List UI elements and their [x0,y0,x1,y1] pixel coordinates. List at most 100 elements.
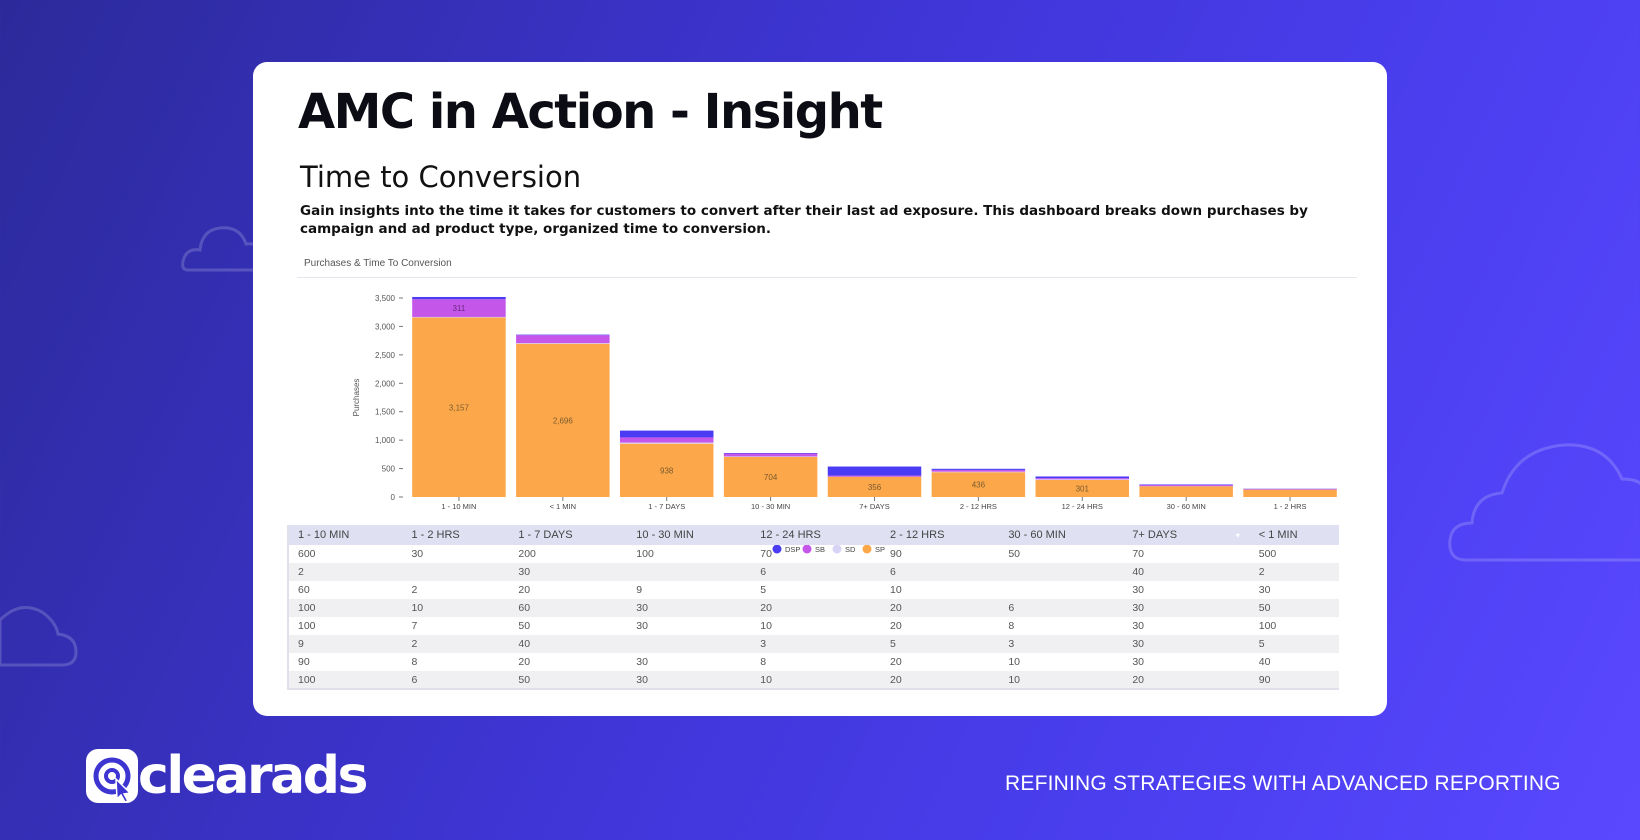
bar-sp [723,456,818,497]
table-row: 600 30 200 100 70 90 50 70 500 [288,545,1339,563]
bar-sp [931,472,1026,497]
cloud-icon [0,606,78,667]
bar-sb [827,475,922,477]
y-tick-label: 3,000 [375,322,396,331]
column-header[interactable]: 1 - 2 HRS [402,525,510,545]
page-title: AMC in Action - Insight [298,84,883,140]
column-header[interactable]: 1 - 7 DAYS [509,525,628,545]
legend-swatch-sp [862,544,872,554]
bar-sp [1243,489,1337,497]
table-cell: 20 [881,671,1000,690]
y-tick-label: 500 [382,465,396,474]
table-cell: 8 [1008,620,1015,632]
x-tick-label: 30 - 60 MIN [1167,502,1206,511]
column-header[interactable]: 30 - 60 MIN [999,525,1124,545]
table-cell: 60 [509,599,628,617]
x-tick-label: 1 - 7 DAYS [648,502,685,511]
cloud-icon [1448,443,1640,562]
bar-dsp [516,334,610,336]
bar-sp [412,317,506,497]
table-row: 90 8 20 30 8 20 10 30 40 [288,653,1339,671]
table-cell: 90 [890,548,902,560]
table-cell: 60 [298,584,310,596]
table-cell: 30 [1132,620,1144,632]
bar-sd [931,471,1026,473]
column-header[interactable]: 12 - 24 HRS [751,525,881,545]
table-cell: 40 [1258,656,1271,668]
column-header-label: < 1 MIN [1258,529,1298,541]
table-cell [627,635,752,653]
table-cell: 100 [298,620,316,632]
table-row: 9 2 40 3 5 3 30 5 [288,635,1339,653]
table-cell: 10 [402,599,510,617]
x-tick-label: 2 - 12 HRS [960,502,997,511]
table-cell: 2 [1249,563,1339,581]
legend-label: SP [875,545,885,554]
table-cell: 600 [298,548,316,560]
column-header[interactable]: 2 - 12 HRS [881,525,1000,545]
table-cell: 30 [636,656,648,668]
table-cell: 6 [999,599,1124,617]
data-table: 1 - 10 MIN 1 - 2 HRS 1 - 7 DAYS 10 - 30 MIN… [287,525,1339,690]
table-cell: 30 [1123,635,1250,653]
bar-sp [619,443,714,497]
column-header[interactable]: 1 - 10 MIN [288,525,403,545]
table-cell: 3 [751,635,881,653]
bar-sb [412,299,506,317]
x-tick-label: 1 - 10 MIN [441,502,476,511]
table-cell: 90 [1249,671,1339,690]
table-cell: 30 [509,563,628,581]
data-label: 2,696 [553,416,574,425]
data-label: 704 [764,473,778,482]
x-tick-label: 1 - 2 HRS [1274,502,1307,511]
legend-label: DSP [785,545,800,554]
table-cell: 5 [1249,635,1339,653]
x-tick-label: < 1 MIN [550,502,576,511]
y-tick-label: 3,500 [375,294,396,303]
table-cell: 50 [1249,599,1339,617]
bar-sb [516,335,610,344]
table-cell: 30 [627,671,752,690]
bar-sp [516,343,610,497]
table-cell: 8 [411,656,418,668]
table-cell: 20 [518,656,531,668]
y-tick-label: 1,000 [375,436,396,445]
table-cell: 10 [751,671,881,690]
table-cell: 9 [288,635,403,653]
table-cell: 10 [760,620,772,632]
data-label: 301 [1076,484,1090,493]
table-cell: 20 [751,599,881,617]
table-cell: 20 [518,584,531,596]
x-tick-label: 10 - 30 MIN [751,502,790,511]
table-cell: 20 [890,620,902,632]
bar-sd [619,442,714,444]
bar-sb [619,437,714,443]
table-cell: 30 [627,599,752,617]
bar-sb [931,469,1026,472]
table-cell: 30 [1123,599,1250,617]
data-label: 356 [868,483,882,492]
table-header-row: 1 - 10 MIN 1 - 2 HRS 1 - 7 DAYS 10 - 30 MIN… [288,525,1339,545]
legend-label: SB [815,545,825,554]
column-header-label: 30 - 60 MIN [1008,529,1066,541]
table-row: 60 2 20 9 5 10 30 30 [288,581,1339,599]
column-header[interactable]: < 1 MIN [1249,525,1339,545]
table-cell: 3 [999,635,1124,653]
table-cell: 100 [288,671,403,690]
table-cell: 70 [760,548,772,560]
table-cell: 200 [518,548,536,560]
insight-card: AMC in Action - Insight Time to Conversi… [253,62,1387,716]
table-cell: 100 [636,548,654,560]
table-cell [402,563,510,581]
table-cell: 30 [1258,584,1271,596]
y-tick-label: 0 [391,493,396,502]
column-header-label: 1 - 7 DAYS [518,529,573,541]
sort-icon[interactable]: ▾ [1235,531,1240,540]
column-header[interactable]: 10 - 30 MIN [627,525,752,545]
column-header[interactable]: 7+ DAYS ▾ [1123,525,1250,545]
bar-dsp [1139,484,1233,486]
bar-sb [1139,485,1233,487]
legend-swatch-sd [832,544,842,554]
table-cell [999,581,1123,599]
table-cell: 6 [751,563,881,581]
